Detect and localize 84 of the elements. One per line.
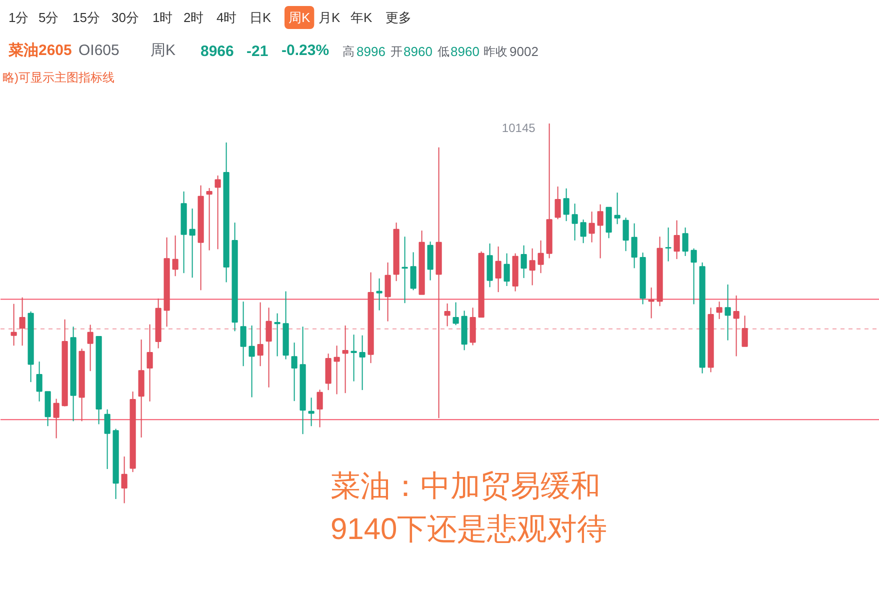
candlestick bbox=[716, 301, 722, 320]
candlestick bbox=[614, 192, 620, 225]
candlestick bbox=[342, 325, 348, 394]
candlestick bbox=[742, 315, 748, 347]
annotation: 10145 bbox=[502, 121, 536, 135]
text: 日K bbox=[250, 10, 272, 25]
text: 30分 bbox=[112, 10, 139, 25]
text: 8966 bbox=[200, 43, 234, 60]
candlestick bbox=[665, 227, 672, 262]
candlestick bbox=[334, 345, 340, 395]
candlestick bbox=[376, 278, 382, 311]
text: 周K bbox=[288, 10, 310, 25]
candlestick bbox=[384, 262, 391, 322]
candlestick bbox=[563, 188, 570, 222]
candlestick bbox=[495, 246, 502, 293]
chart-title: 菜油2605 bbox=[8, 42, 72, 59]
candlestick bbox=[257, 302, 264, 367]
text: 开 bbox=[390, 44, 402, 58]
candlestick bbox=[572, 203, 578, 241]
text: 15分 bbox=[72, 10, 100, 25]
candlestick bbox=[402, 236, 408, 304]
candlestick bbox=[19, 296, 26, 346]
candlestick bbox=[359, 334, 366, 391]
text: 略)可显示主图指标线 bbox=[2, 70, 114, 84]
candlestick bbox=[146, 324, 153, 402]
candlestick bbox=[580, 219, 586, 244]
candlestick bbox=[266, 307, 272, 388]
candlestick bbox=[427, 241, 434, 281]
candlestick bbox=[121, 456, 128, 504]
candlestick bbox=[291, 342, 298, 402]
candlestick bbox=[316, 389, 323, 428]
candlestick bbox=[554, 186, 561, 220]
candlestick bbox=[36, 361, 42, 402]
text: 年K bbox=[350, 10, 372, 25]
candlestick bbox=[733, 295, 740, 357]
candlestick bbox=[538, 240, 544, 274]
text: 8960 bbox=[450, 44, 480, 59]
text: 9140下还是悲观对待 bbox=[330, 513, 608, 546]
text: 高 bbox=[342, 44, 354, 58]
candlestick bbox=[597, 204, 604, 259]
candlestick bbox=[520, 244, 527, 279]
candlestick bbox=[308, 397, 314, 427]
candlestick bbox=[444, 302, 450, 327]
text: -21 bbox=[246, 43, 268, 60]
candlestick bbox=[10, 303, 17, 346]
annotation: 菜油：中加贸易缓和 bbox=[330, 470, 600, 503]
candlestick bbox=[631, 222, 638, 269]
candlestick bbox=[240, 301, 246, 367]
candlestick bbox=[504, 252, 510, 287]
candlestick bbox=[274, 312, 280, 357]
text: 1分 bbox=[8, 10, 29, 25]
text: 昨收 bbox=[484, 44, 508, 58]
candlestick bbox=[674, 220, 680, 260]
candlestick bbox=[104, 408, 110, 470]
text: -0.23% bbox=[282, 42, 330, 59]
candlestick bbox=[682, 227, 688, 257]
candlestick bbox=[648, 287, 654, 319]
candlestick bbox=[206, 188, 212, 251]
candlestick bbox=[350, 334, 357, 382]
candlestick bbox=[214, 175, 221, 250]
candlestick bbox=[248, 325, 255, 398]
candlestick bbox=[724, 284, 731, 341]
text: 月K bbox=[318, 10, 340, 25]
text: 更多 bbox=[386, 10, 412, 25]
candlestick bbox=[189, 208, 196, 278]
candlestick bbox=[87, 324, 94, 372]
text: 8960 bbox=[404, 44, 432, 59]
candlestick bbox=[690, 248, 697, 305]
candlestick bbox=[452, 302, 459, 326]
text: 4时 bbox=[216, 10, 237, 25]
candlestick bbox=[53, 398, 60, 439]
text: 2时 bbox=[184, 10, 204, 25]
text: 周K bbox=[150, 42, 176, 59]
text: 低 bbox=[438, 44, 450, 58]
candlestick bbox=[588, 211, 595, 243]
text: 5分 bbox=[38, 10, 59, 25]
text: 9002 bbox=[510, 44, 538, 59]
chart-subtitle: OI605 bbox=[78, 42, 120, 59]
candlestick bbox=[410, 252, 416, 291]
candlestick bbox=[529, 248, 536, 286]
candlestick bbox=[172, 235, 178, 277]
text: 8996 bbox=[356, 44, 386, 59]
candlestick bbox=[622, 217, 629, 252]
text: 1时 bbox=[152, 10, 173, 25]
